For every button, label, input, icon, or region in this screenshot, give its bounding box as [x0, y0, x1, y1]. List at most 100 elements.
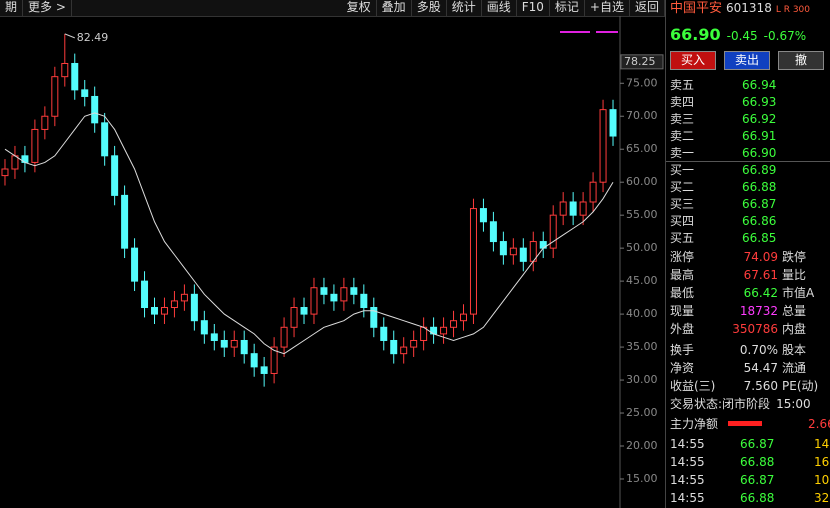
trade-time: 14:55: [670, 473, 705, 487]
order-row: 卖一 66.90: [670, 145, 830, 162]
separator: [666, 161, 830, 162]
flow-label: 主力净额: [670, 417, 719, 431]
stat-label: 跌停: [782, 250, 807, 264]
stat-label: PE(动): [782, 379, 819, 393]
order-price: 66.89: [742, 163, 777, 177]
trade-row: 14:55 66.87 109: [670, 472, 830, 489]
y-tick-label: 20.00: [626, 439, 658, 452]
candle-body: [200, 320, 208, 335]
order-price: 66.87: [742, 197, 777, 211]
trade-button[interactable]: 撤: [778, 51, 824, 70]
order-price: 66.90: [742, 146, 777, 160]
stock-tag: L R 300: [775, 5, 810, 15]
main-flow: 主力净额 2.66: [670, 416, 830, 433]
trade-buttons: 买入 卖出撤: [670, 51, 830, 70]
order-label: 卖四: [670, 95, 695, 109]
price: 66.90: [670, 25, 721, 44]
candle-body: [300, 307, 308, 315]
candle-body: [250, 353, 258, 368]
candle-body: [260, 366, 268, 374]
candle-body: [180, 293, 188, 302]
candle-body: [380, 326, 388, 341]
toolbar-button[interactable]: 统计: [447, 0, 482, 16]
stat-value: 66.42: [743, 286, 778, 300]
order-row: 卖四 66.93: [670, 94, 830, 111]
toolbar-link[interactable]: 更多 >: [23, 0, 72, 16]
candle-body: [340, 287, 348, 302]
candle-body: [330, 293, 338, 302]
candle-body: [360, 293, 368, 309]
toolbar-button[interactable]: 复权: [342, 0, 377, 16]
stat-row: 现量 18732 总量: [670, 303, 830, 320]
trade-row: 14:55 66.88 168: [670, 454, 830, 471]
stat-label: 流通: [782, 361, 807, 375]
toolbar-button[interactable]: 多股: [412, 0, 447, 16]
stat-row: 涨停 74.09 跌停: [670, 249, 830, 266]
candle-body: [210, 333, 218, 341]
candle-body: [121, 194, 129, 249]
order-price: 66.93: [742, 95, 777, 109]
trade-volume: 328: [814, 491, 830, 505]
y-tick-label: 40.00: [626, 307, 658, 320]
trade-status: 交易状态:闭市阶段 15:00: [670, 396, 830, 413]
candle-body: [71, 62, 79, 91]
toolbar-button[interactable]: +自选: [585, 0, 630, 16]
quote-price: 66.90 -0.45 -0.67%: [670, 26, 830, 46]
order-row: 卖三 66.92: [670, 111, 830, 128]
stat-label: 总量: [782, 304, 807, 318]
toolbar-button[interactable]: 标记: [550, 0, 585, 16]
candle-body: [310, 287, 318, 315]
y-tick-label: 30.00: [626, 373, 658, 386]
toolbar-button[interactable]: 返回: [630, 0, 665, 16]
stat-label: 最高: [670, 268, 695, 282]
trade-price: 66.87: [740, 437, 775, 451]
stat-row: 外盘 350786 内盘: [670, 321, 830, 338]
toolbar-link[interactable]: 期: [0, 0, 24, 16]
candle-body: [290, 307, 298, 328]
toolbar-button[interactable]: F10: [517, 0, 550, 16]
trade-button[interactable]: 买入: [670, 51, 716, 70]
trade-time: 14:55: [670, 437, 705, 451]
toolbar-button[interactable]: 画线: [482, 0, 517, 16]
order-label: 买一: [670, 163, 695, 177]
candle-body: [589, 181, 597, 203]
candle-body: [410, 339, 418, 348]
moving-average: [4, 112, 614, 355]
y-tick-label: 60.00: [626, 175, 658, 188]
order-label: 卖三: [670, 112, 695, 126]
order-row: 买一 66.89: [670, 162, 830, 179]
candle-body: [41, 115, 49, 130]
stat-label: 股本: [782, 343, 807, 357]
change: -0.45: [726, 29, 758, 43]
y-tick-label: 75.00: [626, 76, 658, 89]
candle-body: [240, 339, 248, 355]
current-box: [620, 54, 664, 70]
order-label: 买四: [670, 214, 695, 228]
candle-body: [141, 280, 149, 309]
candle-body: [509, 247, 517, 256]
candle-body: [350, 287, 358, 295]
y-tick-label: 50.00: [626, 241, 658, 254]
toolbar: 期更多 > 复权 叠加 多股 统计 画线 F10 标记 +自选 返回: [0, 0, 665, 17]
change-pct: -0.67%: [763, 29, 807, 43]
y-tick-label: 25.00: [626, 406, 658, 419]
annotation-leader: [64, 33, 75, 39]
stat-value: 67.61: [743, 268, 778, 282]
trade-button[interactable]: 卖出: [724, 51, 770, 70]
candle-body: [51, 76, 59, 117]
candle-body: [519, 247, 527, 262]
order-row: 卖五 66.94: [670, 77, 830, 94]
order-row: 买四 66.86: [670, 213, 830, 230]
candle-body: [280, 326, 288, 348]
y-tick-label: 35.00: [626, 340, 658, 353]
stat-label: 净资: [670, 361, 695, 375]
toolbar-button[interactable]: 叠加: [377, 0, 412, 16]
candle-body: [499, 241, 507, 256]
candle-body: [31, 128, 39, 163]
order-row: 买三 66.87: [670, 196, 830, 213]
candle-body: [479, 208, 487, 223]
trade-volume: 109: [814, 473, 830, 487]
order-price: 66.91: [742, 129, 777, 143]
quote-header: 中国平安 601318 L R 300: [670, 0, 830, 17]
